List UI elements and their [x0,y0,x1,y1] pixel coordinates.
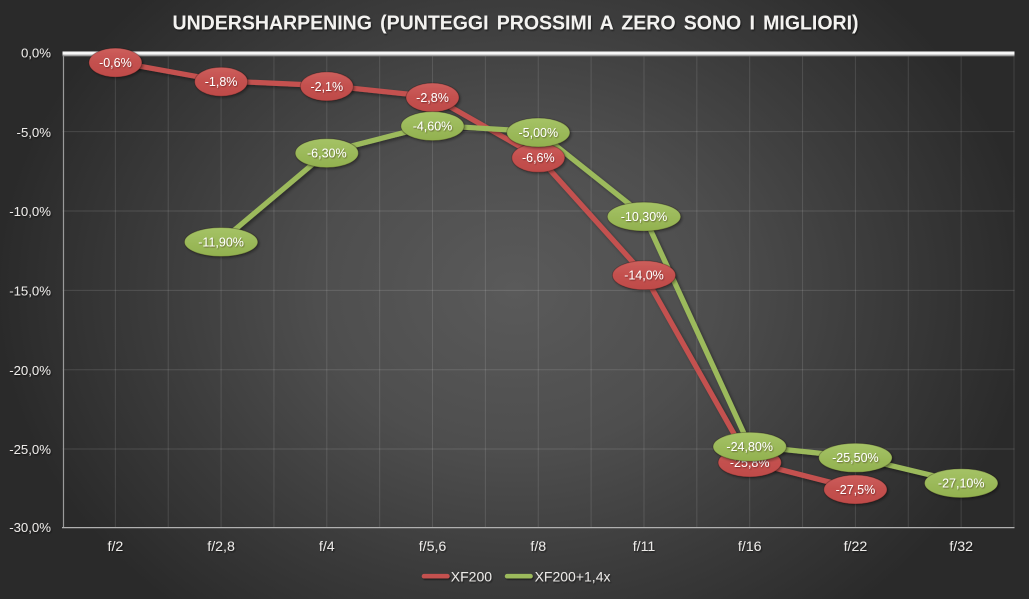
svg-text:-11,90%: -11,90% [198,235,244,249]
svg-text:-6,30%: -6,30% [307,147,347,161]
svg-text:-2,1%: -2,1% [310,80,343,94]
svg-text:f/4: f/4 [319,539,335,555]
svg-text:-5,00%: -5,00% [518,126,558,140]
svg-text:-20,0%: -20,0% [9,363,51,378]
svg-text:f/32: f/32 [949,539,973,555]
svg-text:XF200: XF200 [451,569,492,585]
svg-text:f/5,6: f/5,6 [419,539,447,555]
svg-text:-25,0%: -25,0% [9,442,51,457]
svg-text:f/11: f/11 [633,539,656,555]
svg-text:-10,0%: -10,0% [9,204,51,219]
svg-text:f/2: f/2 [108,539,124,555]
svg-text:-15,0%: -15,0% [9,284,51,299]
svg-text:-6,6%: -6,6% [522,151,555,165]
svg-text:0,0%: 0,0% [21,45,51,60]
svg-text:f/2,8: f/2,8 [207,539,235,555]
svg-text:UNDERSHARPENING (PUNTEGGI PROS: UNDERSHARPENING (PUNTEGGI PROSSIMI A ZER… [173,12,859,35]
svg-text:f/8: f/8 [530,539,546,555]
svg-text:-5,0%: -5,0% [17,125,52,140]
svg-text:f/22: f/22 [844,539,868,555]
svg-text:-24,80%: -24,80% [726,440,773,454]
svg-text:-27,10%: -27,10% [938,477,985,491]
svg-text:-4,60%: -4,60% [413,120,453,134]
svg-text:XF200+1,4x: XF200+1,4x [535,569,611,585]
svg-text:-2,8%: -2,8% [416,91,449,105]
svg-text:-1,8%: -1,8% [205,75,238,89]
svg-text:-14,0%: -14,0% [624,269,664,283]
svg-text:-10,30%: -10,30% [621,210,668,224]
svg-text:-0,6%: -0,6% [99,56,132,70]
svg-text:-25,50%: -25,50% [832,451,879,465]
svg-text:-27,5%: -27,5% [836,483,876,497]
svg-text:-30,0%: -30,0% [9,520,51,535]
svg-text:f/16: f/16 [738,539,762,555]
